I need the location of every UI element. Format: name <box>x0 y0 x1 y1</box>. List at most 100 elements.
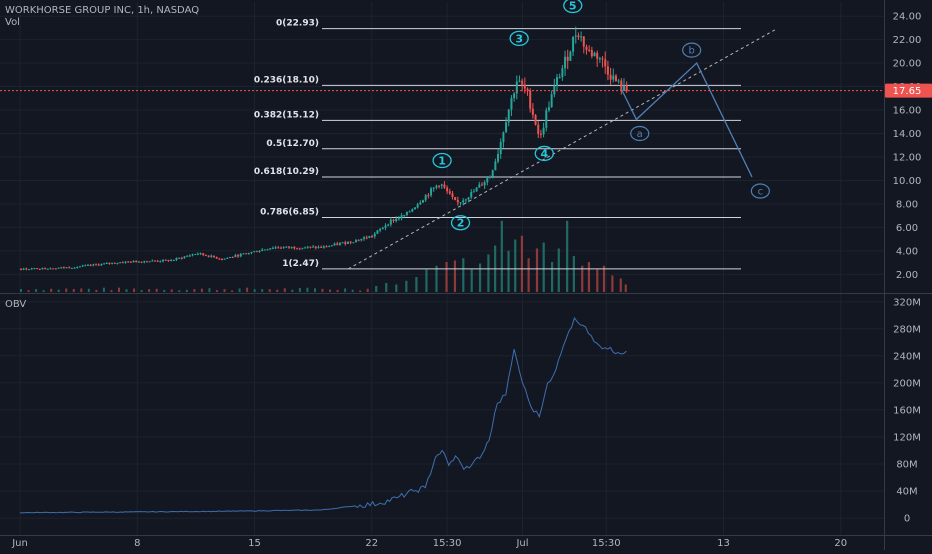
candle-body <box>400 215 403 219</box>
candle-body <box>312 246 315 248</box>
candle-body <box>242 253 245 255</box>
time-axis-tick: 15 <box>248 538 261 549</box>
current-price-badge <box>885 83 932 98</box>
abc-wave-label: b <box>688 46 694 57</box>
candle-body <box>226 257 229 259</box>
elliott-wave-label: 1 <box>438 155 446 168</box>
fib-level-label: 0.5(12.70) <box>266 139 319 149</box>
candle-body <box>183 256 186 259</box>
volume-bar <box>148 289 151 292</box>
candle-body <box>553 85 556 95</box>
price-axis-tick: 14.00 <box>893 129 922 140</box>
candle-body <box>376 230 379 234</box>
volume-bar <box>193 289 196 292</box>
price-axis-tick: 12.00 <box>893 152 922 163</box>
volume-bar <box>445 262 448 292</box>
candle-body <box>371 235 374 237</box>
volume-bar <box>395 284 398 292</box>
volume-bar <box>329 289 332 292</box>
candle-body <box>582 36 585 47</box>
candle-body <box>432 187 435 189</box>
volume-bar <box>527 258 530 292</box>
candle-body <box>231 257 234 259</box>
time-axis-tick: Jun <box>11 538 28 549</box>
candle-body <box>416 204 419 208</box>
candle-body <box>279 247 282 249</box>
candle-body <box>346 241 349 244</box>
candle-body <box>478 184 481 188</box>
volume-bar <box>50 288 53 292</box>
symbol-title: WORKHORSE GROUP INC, 1h, NASDAQ <box>5 5 200 16</box>
fib-level-label: 0.618(10.29) <box>254 167 319 177</box>
candle-body <box>598 58 601 60</box>
candle-body <box>521 80 524 85</box>
volume-bar <box>336 289 339 292</box>
candle-body <box>191 254 194 256</box>
candle-body <box>304 247 307 249</box>
candle-body <box>547 107 550 111</box>
volume-bar <box>611 275 614 292</box>
candle-body <box>472 191 475 193</box>
volume-bar <box>344 288 347 292</box>
candle-body <box>456 200 459 203</box>
candle-body <box>57 267 60 269</box>
candle-body <box>459 202 462 204</box>
candle-body <box>229 257 232 259</box>
volume-bar <box>535 248 539 292</box>
elliott-wave-circle <box>509 30 529 47</box>
volume-bar <box>435 265 438 292</box>
volume-bar <box>200 288 203 292</box>
candle-body <box>247 253 250 255</box>
volume-bar <box>261 289 264 292</box>
candle-body <box>199 253 202 255</box>
elliott-wave-label: 4 <box>540 147 548 160</box>
candle-body <box>103 263 106 265</box>
candle-body <box>62 267 65 269</box>
candle-body <box>397 218 400 220</box>
candle-body <box>438 185 441 187</box>
volume-bar <box>624 284 627 292</box>
candle-body <box>384 225 387 228</box>
elliott-wave-circle <box>450 215 471 231</box>
candle-body <box>588 49 591 51</box>
candle-body <box>245 253 248 255</box>
candle-body <box>489 176 491 179</box>
candle-body <box>355 240 357 243</box>
candle-body <box>97 264 100 266</box>
volume-bar <box>478 263 482 292</box>
volume-bar <box>283 288 286 292</box>
volume-bar <box>542 242 545 292</box>
candle-body <box>435 185 438 188</box>
elliott-wave-label: 2 <box>457 217 465 230</box>
candle-body <box>322 246 325 248</box>
candle-body <box>325 246 328 248</box>
volume-bar <box>65 288 68 292</box>
candle-body <box>558 77 561 79</box>
candle-body <box>282 247 285 249</box>
volume-bar <box>572 256 575 292</box>
candle-body <box>269 248 272 250</box>
candle-body <box>572 36 575 52</box>
candle-body <box>392 219 395 221</box>
volume-bar <box>500 220 503 292</box>
candle-body <box>529 90 532 109</box>
candle-body <box>373 233 376 237</box>
price-axis-tick: 6.00 <box>896 223 918 234</box>
candle-body <box>344 242 347 244</box>
candle-body <box>87 264 89 266</box>
candle-body <box>440 184 443 186</box>
price-axis-tick: 24.00 <box>893 12 922 23</box>
price-axis-tick: 16.00 <box>893 106 922 117</box>
price-axis-tick: 10.00 <box>893 176 922 187</box>
time-axis-tick: 8 <box>134 538 140 549</box>
fib-level-label: 0.236(18.10) <box>254 75 319 85</box>
candle-body <box>507 109 510 123</box>
candle-body <box>296 248 299 250</box>
candle-body <box>494 161 497 171</box>
volume-bar <box>223 289 226 292</box>
candle-body <box>569 51 572 61</box>
candle-body <box>411 209 414 212</box>
candle-body <box>180 257 183 259</box>
candle-body <box>156 260 159 262</box>
candle-body <box>564 56 567 69</box>
